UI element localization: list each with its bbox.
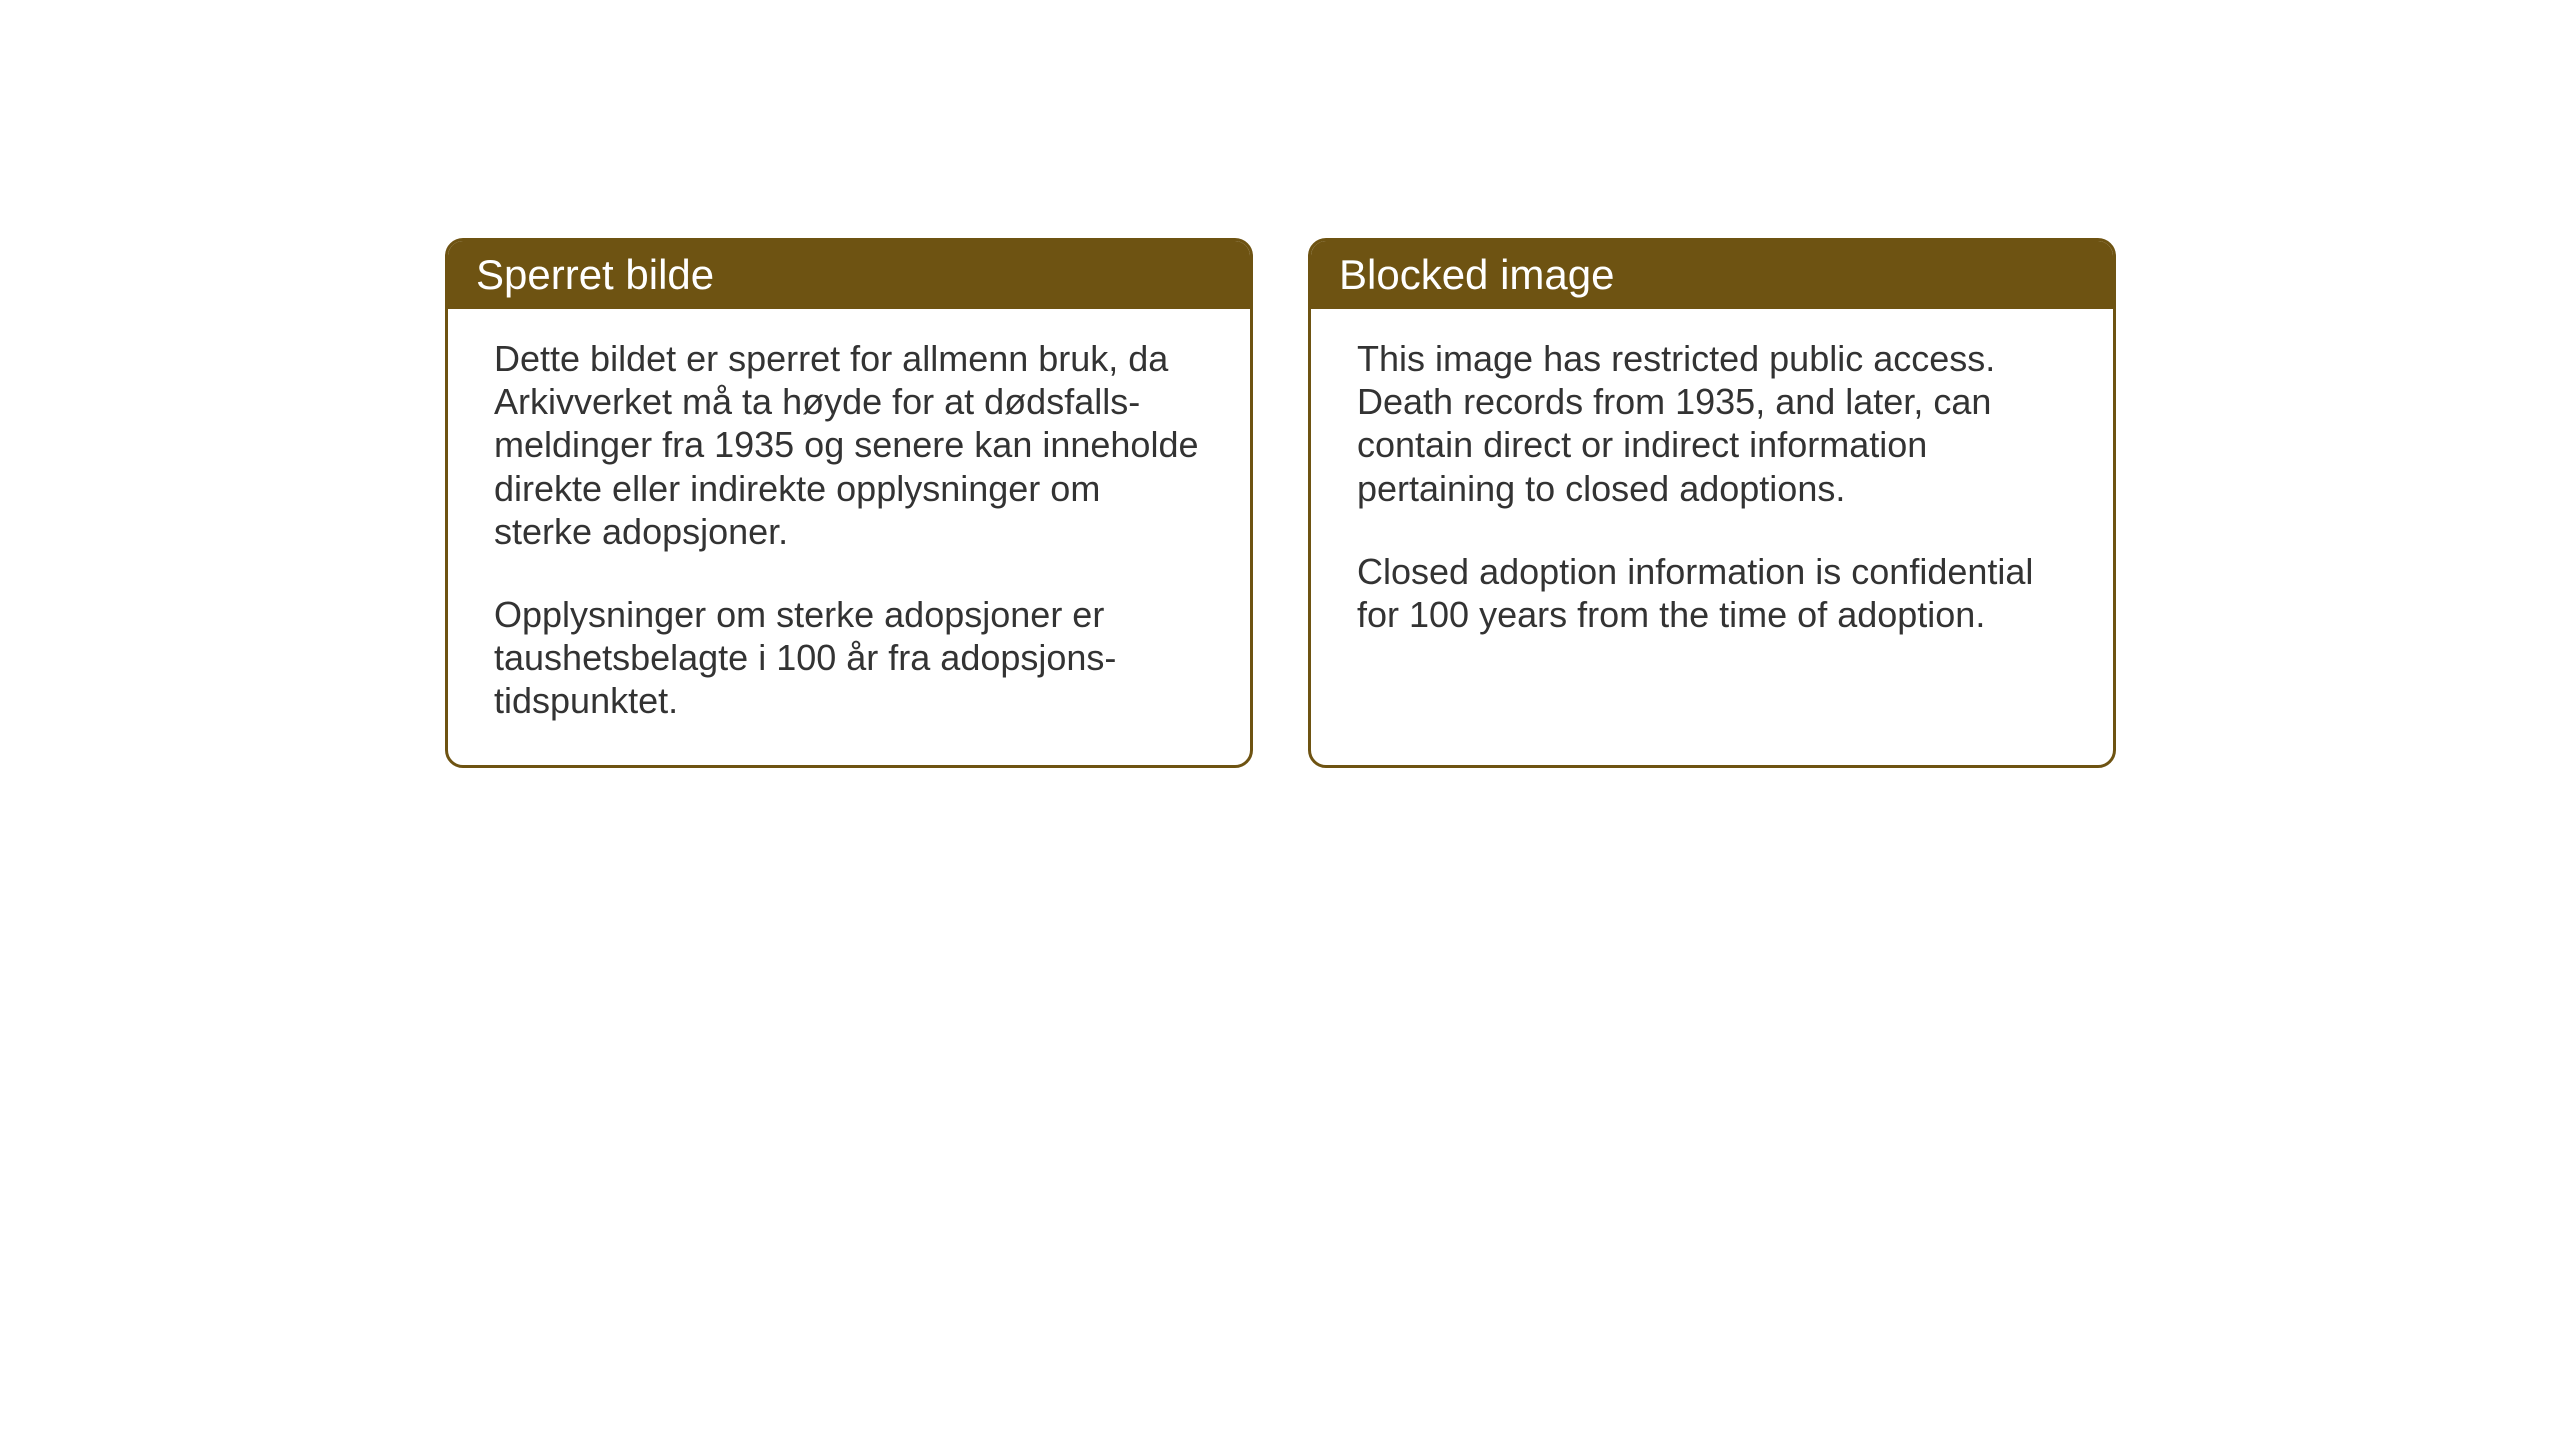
card-english: Blocked image This image has restricted …	[1308, 238, 2116, 768]
cards-container: Sperret bilde Dette bildet er sperret fo…	[445, 238, 2116, 768]
card-paragraph1-norwegian: Dette bildet er sperret for allmenn bruk…	[494, 337, 1204, 553]
card-paragraph2-norwegian: Opplysninger om sterke adopsjoner er tau…	[494, 593, 1204, 723]
card-body-norwegian: Dette bildet er sperret for allmenn bruk…	[448, 309, 1250, 765]
card-header-english: Blocked image	[1311, 241, 2113, 309]
card-body-english: This image has restricted public access.…	[1311, 309, 2113, 678]
card-paragraph1-english: This image has restricted public access.…	[1357, 337, 2067, 510]
card-norwegian: Sperret bilde Dette bildet er sperret fo…	[445, 238, 1253, 768]
card-title-english: Blocked image	[1339, 251, 1614, 298]
card-title-norwegian: Sperret bilde	[476, 251, 714, 298]
card-paragraph2-english: Closed adoption information is confident…	[1357, 550, 2067, 636]
card-header-norwegian: Sperret bilde	[448, 241, 1250, 309]
